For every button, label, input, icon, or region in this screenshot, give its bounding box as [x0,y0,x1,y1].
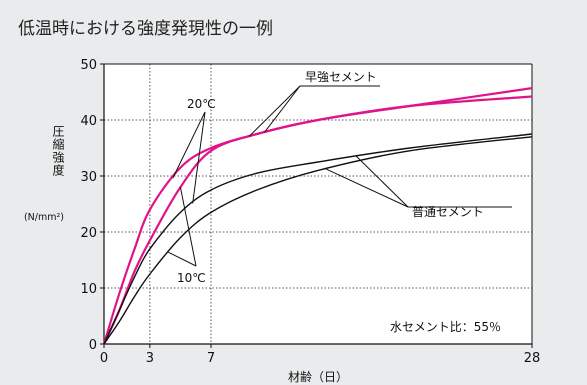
ordinary-label: 普通セメント [412,205,484,219]
x-axis-label: 材齢（日） [288,369,348,384]
annotation-leaders [167,85,512,267]
temp10-leader-b [167,251,197,267]
y-tick-label: 20 [80,226,97,241]
series-line-2 [102,95,533,345]
y-tick-label: 0 [89,338,97,353]
x-tick-label: 3 [146,351,154,366]
axes [100,63,533,348]
x-tick-label: 7 [207,351,215,366]
temp20-leader-b [192,111,206,204]
ordinary-leader-a [355,155,409,208]
temp-10-label: 10℃ [177,271,206,285]
plot-area [104,64,532,344]
wc-ratio-note: 水セメント比：55％ [390,320,501,334]
early-strength-label: 早強セメント [305,70,377,84]
grid [104,64,532,344]
y-tick-label: 30 [80,170,97,185]
x-tick-label: 0 [100,351,108,366]
early-leader-b [264,85,301,133]
series-line-3 [103,133,533,345]
series-lines [102,87,533,345]
y-tick-label: 10 [80,282,97,297]
ordinary-leader-b [325,168,409,208]
series-line-4 [103,136,533,345]
y-axis-unit: (N/mm²) [24,212,64,223]
y-axis-label: 圧縮強度 [51,125,65,177]
early-leader-a [248,85,301,137]
temp10-leader-a [179,187,197,267]
x-tick-label: 28 [524,351,541,366]
temp20-leader-a [172,111,206,179]
temp-20-label: 20℃ [187,97,216,111]
y-tick-label: 40 [80,114,97,129]
y-tick-label: 50 [80,58,97,73]
tick-labels: 0 10 20 30 40 50 0 3 7 28 [80,58,540,366]
chart-title: 低温時における強度発現性の一例 [18,19,273,39]
